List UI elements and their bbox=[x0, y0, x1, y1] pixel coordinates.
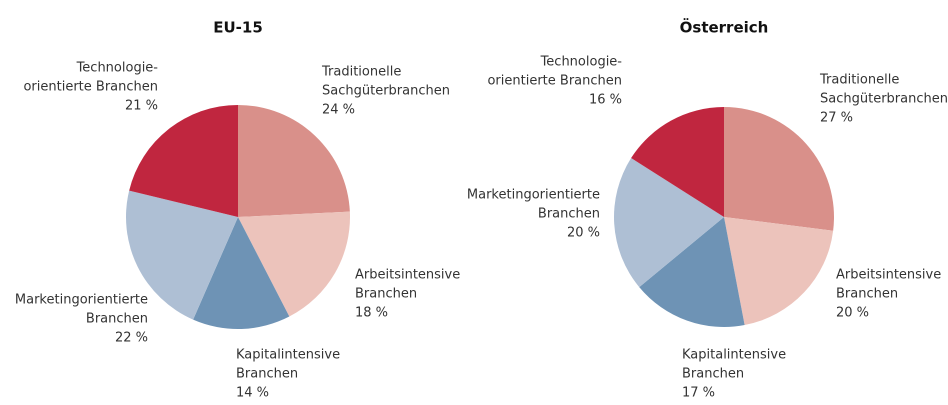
pie-slice bbox=[193, 217, 290, 329]
slice-label: orientierte Branchen bbox=[23, 80, 158, 95]
value-label: 22 % bbox=[115, 331, 148, 346]
slice-label: orientierte Branchen bbox=[487, 74, 622, 89]
pie-slice bbox=[238, 105, 350, 217]
pie-slice bbox=[724, 107, 835, 231]
value-label: 18 % bbox=[355, 306, 388, 321]
slice-label: Arbeitsintensive bbox=[355, 268, 460, 283]
value-label: 20 % bbox=[567, 226, 600, 241]
pie-slice bbox=[639, 217, 745, 327]
value-label: 16 % bbox=[589, 93, 622, 108]
pie-slice bbox=[631, 107, 724, 217]
pie-slice bbox=[125, 190, 238, 320]
slice-label: Sachgüterbranchen bbox=[322, 84, 450, 99]
slice-label: Technologie- bbox=[76, 61, 159, 76]
value-label: 20 % bbox=[836, 306, 869, 321]
value-label: 24 % bbox=[322, 103, 355, 118]
slice-label: Marketingorientierte bbox=[15, 293, 148, 308]
chart-title: EU-15 bbox=[213, 19, 263, 37]
pie-slice bbox=[238, 211, 350, 317]
slice-label: Branchen bbox=[538, 207, 600, 222]
slice-label: Arbeitsintensive bbox=[836, 268, 941, 283]
value-label: 21 % bbox=[125, 99, 158, 114]
pie-slice bbox=[614, 158, 724, 288]
slice-label: Branchen bbox=[682, 367, 744, 382]
slice-label: Traditionelle bbox=[321, 65, 401, 80]
slice-label: Kapitalintensive bbox=[236, 348, 340, 363]
slice-label: Branchen bbox=[86, 312, 148, 327]
chart-title: Österreich bbox=[680, 18, 769, 37]
value-label: 17 % bbox=[682, 386, 715, 401]
slice-label: Traditionelle bbox=[819, 73, 899, 88]
value-label: 14 % bbox=[236, 386, 269, 401]
slice-label: Branchen bbox=[355, 287, 417, 302]
slice-label: Sachgüterbranchen bbox=[820, 92, 948, 107]
slice-label: Kapitalintensive bbox=[682, 348, 786, 363]
slice-label: Branchen bbox=[236, 367, 298, 382]
pie-slice bbox=[129, 105, 238, 217]
pie-slice bbox=[724, 217, 834, 326]
value-label: 27 % bbox=[820, 111, 853, 126]
slice-label: Technologie- bbox=[540, 55, 623, 70]
slice-label: Branchen bbox=[836, 287, 898, 302]
slice-label: Marketingorientierte bbox=[467, 188, 600, 203]
